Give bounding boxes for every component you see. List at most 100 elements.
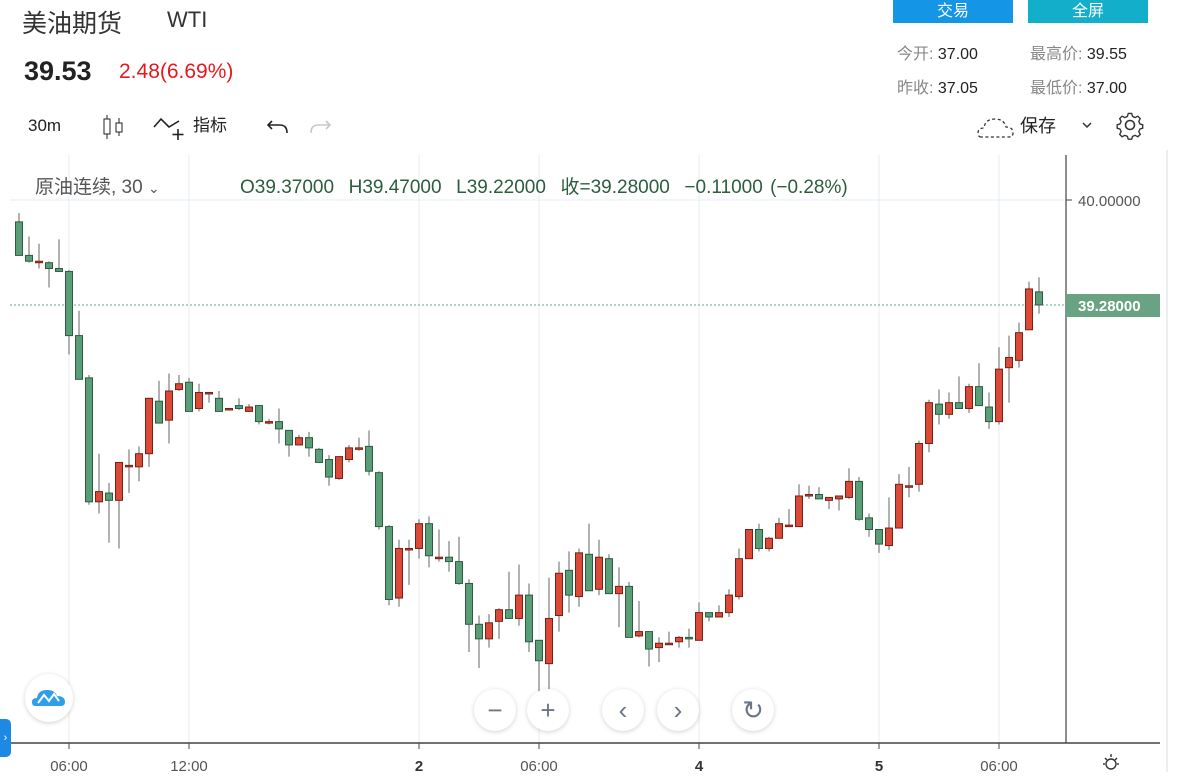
candle-body (105, 492, 113, 501)
candle (575, 548, 583, 607)
candlestick-icon[interactable] (101, 114, 125, 149)
candle-body (945, 402, 953, 415)
candle (155, 380, 163, 424)
candle-body (435, 556, 443, 560)
series-chevron-icon: ⌄ (147, 180, 160, 196)
candle (615, 567, 623, 628)
reset-chart-button[interactable]: ↻ (732, 689, 774, 731)
candle (495, 608, 503, 639)
candle (185, 377, 193, 412)
candle-body (545, 617, 553, 665)
indicators-icon[interactable] (152, 113, 186, 150)
candle (1035, 277, 1043, 314)
sidebar-toggle[interactable]: › (0, 719, 11, 757)
candle-body (635, 631, 643, 637)
candle-body (615, 585, 623, 595)
candle (485, 614, 493, 648)
candle-body (885, 527, 893, 547)
fullscreen-button[interactable]: 全屏 (1028, 0, 1148, 23)
candle (685, 628, 693, 648)
save-dropdown-chevron-icon[interactable] (1080, 113, 1094, 146)
candle-body (555, 572, 563, 617)
zoom-out-button[interactable]: − (474, 689, 516, 731)
candle (865, 513, 873, 537)
candle (885, 497, 893, 550)
indicators-button[interactable]: 指标 (193, 116, 227, 135)
candle (315, 447, 323, 463)
candlestick-chart[interactable]: 40.00000 39.28000 06:00 12:00 2 06:00 4 5 06:0… (0, 150, 1180, 772)
chart-toolbar: 30m 指标 保存 (0, 112, 1170, 140)
candle-body (225, 407, 233, 411)
y-tick-label: 40.00000 (1078, 193, 1141, 210)
candle-body (305, 437, 313, 449)
candle (665, 631, 673, 646)
candle (115, 461, 123, 549)
undo-icon[interactable] (266, 114, 290, 147)
trade-button[interactable]: 交易 (893, 0, 1013, 23)
timezone-settings-icon[interactable] (1100, 752, 1122, 779)
candle-body (135, 453, 143, 468)
candle-body (125, 464, 133, 468)
candle-body (855, 480, 863, 520)
candle-body (285, 429, 293, 446)
candle (275, 408, 283, 444)
candle-body (65, 270, 73, 337)
redo-icon[interactable] (308, 114, 332, 147)
candle (905, 466, 913, 498)
legend-open: O39.37000 (240, 177, 335, 198)
candle (955, 376, 963, 409)
candle (435, 529, 443, 562)
candle (745, 529, 753, 560)
candle-body (515, 594, 523, 619)
candles (15, 213, 1043, 692)
candle-body (485, 622, 493, 640)
candle-body (405, 547, 413, 551)
time-axis-ticks: 06:00 12:00 2 06:00 4 5 06:00 (50, 743, 1018, 772)
candle-body (535, 639, 543, 662)
scroll-left-button[interactable]: ‹ (602, 689, 644, 731)
candle (145, 397, 153, 467)
candle (995, 347, 1003, 425)
stat-low-value: 37.00 (1086, 80, 1127, 97)
candle (825, 496, 833, 510)
zoom-in-button[interactable]: + (527, 689, 569, 731)
ohlc-legend: O39.37000 H39.47000 L39.22000 收=39.28000… (240, 172, 848, 199)
cloud-save-icon[interactable] (977, 115, 1015, 148)
candle (715, 605, 723, 618)
candle-body (1025, 288, 1033, 331)
candle (175, 374, 183, 391)
candle (25, 236, 33, 263)
series-selector[interactable]: 原油连续, 30 ⌄ (35, 172, 160, 199)
save-button[interactable]: 保存 (1020, 116, 1056, 136)
candle (355, 437, 363, 451)
candle (325, 455, 333, 486)
candle (645, 631, 653, 667)
x-tick-label: 2 (415, 758, 423, 772)
candle (235, 398, 243, 410)
candle (855, 477, 863, 521)
candle-body (335, 456, 343, 479)
scroll-right-button[interactable]: › (657, 689, 699, 731)
candle (975, 363, 983, 407)
stat-low-label: 最低价: (1030, 80, 1083, 97)
candle-body (815, 494, 823, 500)
candle-body (755, 529, 763, 549)
candle (925, 399, 933, 453)
candle-body (465, 582, 473, 625)
gear-icon[interactable] (1115, 110, 1145, 149)
candle (935, 389, 943, 425)
last-price: 39.53 (24, 56, 92, 86)
candle (195, 383, 203, 412)
candle (1015, 322, 1023, 368)
tradingview-logo[interactable] (25, 674, 73, 722)
candle (875, 529, 883, 553)
candle-body (325, 459, 333, 478)
x-tick-label: 5 (875, 758, 883, 772)
candle-body (295, 437, 303, 446)
chart-grid (10, 155, 1066, 743)
candle (625, 581, 633, 638)
interval-selector[interactable]: 30m (28, 116, 62, 135)
candle (305, 431, 313, 457)
candle (585, 523, 593, 592)
legend-change: −0.11000 (−0.28%) (684, 177, 848, 198)
